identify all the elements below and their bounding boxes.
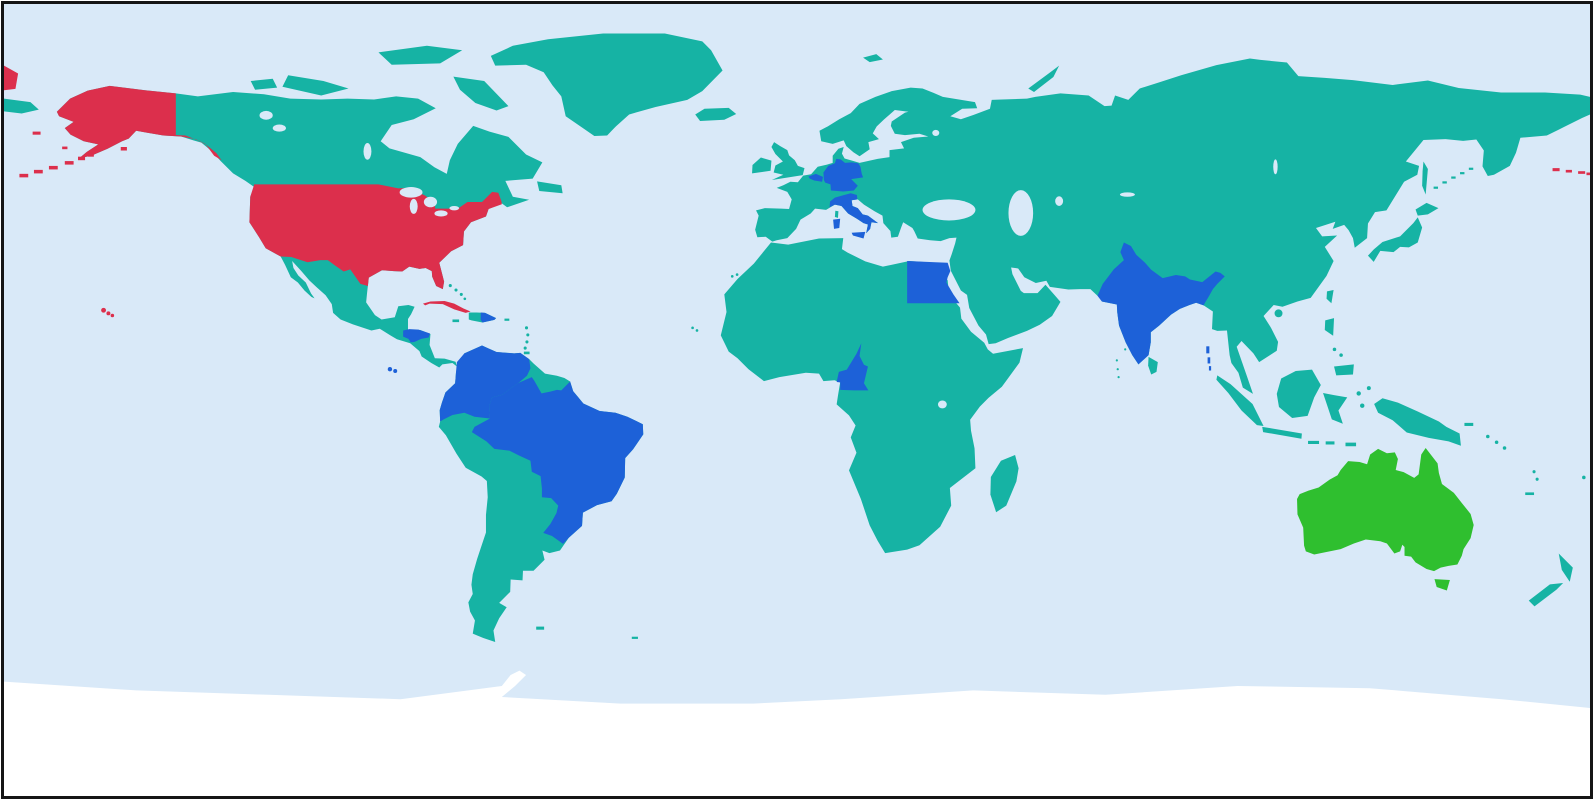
lake-erie	[434, 210, 448, 217]
inland-waters	[259, 110, 1278, 409]
country-australia[interactable]	[1297, 447, 1474, 591]
country-japan[interactable]	[1367, 202, 1439, 262]
region-corsica[interactable]	[834, 210, 839, 218]
country-ireland[interactable]	[752, 157, 772, 174]
region-antarctica	[4, 670, 1590, 796]
region-new-guinea[interactable]	[1374, 398, 1461, 446]
region-hainan[interactable]	[1274, 309, 1283, 318]
lake-huron	[423, 196, 438, 208]
lake-ontario	[449, 205, 460, 211]
country-india[interactable]	[1097, 242, 1225, 365]
country-dominican-republic[interactable]	[480, 312, 497, 323]
country-egypt[interactable]	[907, 260, 960, 304]
lake-michigan	[409, 198, 418, 214]
region-moluccas[interactable]	[1332, 347, 1371, 408]
country-united-kingdom[interactable]	[771, 142, 805, 180]
country-cameroon[interactable]	[836, 343, 869, 391]
region-kuril-islands[interactable]	[1433, 167, 1474, 189]
country-sri-lanka[interactable]	[1148, 356, 1158, 375]
lake-victoria	[937, 400, 947, 409]
region-caribbean-islands[interactable]	[448, 284, 530, 355]
country-taiwan[interactable]	[1326, 290, 1334, 304]
country-honduras[interactable]	[403, 329, 431, 343]
country-new-zealand[interactable]	[1528, 553, 1573, 607]
country-united-states-aleutians[interactable]	[4, 65, 1590, 178]
country-united-states-alaska[interactable]	[56, 85, 222, 161]
region-maldives[interactable]	[1115, 348, 1127, 379]
region-eurasia[interactable]	[755, 58, 1590, 394]
caspian-sea	[1008, 190, 1034, 236]
country-italy[interactable]	[829, 193, 879, 239]
country-madagascar[interactable]	[990, 455, 1019, 513]
country-germany[interactable]	[823, 158, 864, 192]
region-africa[interactable]	[720, 238, 1024, 554]
country-belgium[interactable]	[808, 173, 823, 182]
great-slave-lake	[272, 124, 286, 132]
lake-winnipeg	[363, 143, 372, 160]
region-pacific-islands[interactable]	[1464, 422, 1586, 496]
world-map[interactable]	[4, 4, 1590, 796]
country-india-andaman[interactable]	[1206, 346, 1212, 371]
country-colombia-venezuela-ecuador[interactable]	[439, 345, 531, 422]
country-philippines[interactable]	[1324, 318, 1354, 376]
region-indonesia[interactable]	[1216, 369, 1357, 447]
country-brazil[interactable]	[471, 377, 644, 544]
country-ecuador-galapagos[interactable]	[387, 367, 398, 373]
country-united-states-hawaii[interactable]	[101, 307, 115, 318]
great-bear-lake	[259, 110, 273, 120]
region-atlantic-islands[interactable]	[691, 273, 739, 332]
lake-balkhash	[1119, 192, 1135, 197]
region-arctic-islands[interactable]	[250, 45, 563, 194]
region-south-atlantic-islands[interactable]	[536, 626, 638, 639]
lake-ladoga	[932, 129, 940, 136]
country-cuba[interactable]	[422, 301, 471, 313]
aral-sea	[1055, 196, 1064, 206]
black-sea	[922, 199, 976, 221]
region-sakhalin[interactable]	[1422, 161, 1428, 195]
region-chukotka-wrap[interactable]	[4, 98, 39, 114]
lake-superior	[399, 187, 423, 198]
region-greenland[interactable]	[490, 33, 723, 137]
lake-baikal	[1273, 159, 1278, 175]
country-iceland[interactable]	[695, 107, 737, 122]
